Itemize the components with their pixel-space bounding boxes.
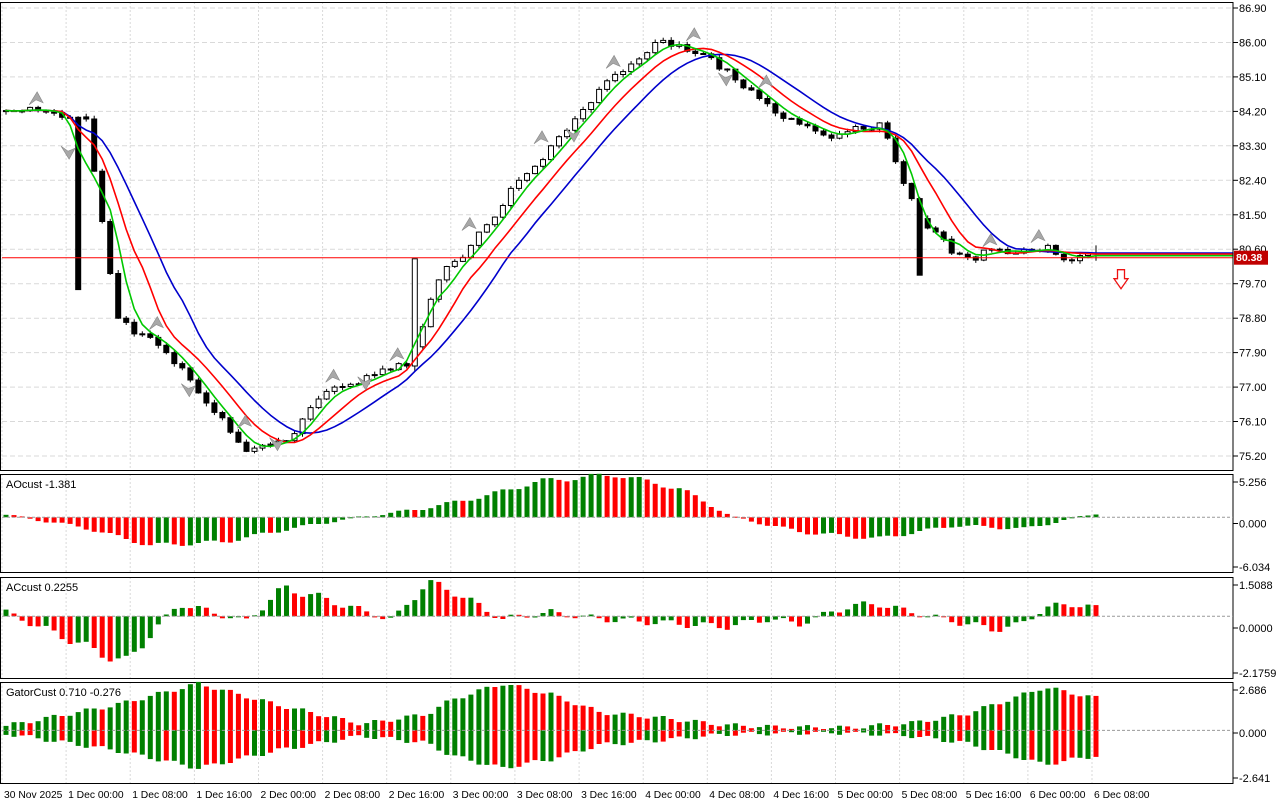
svg-text:1 Dec 00:00: 1 Dec 00:00 — [68, 790, 124, 800]
svg-text:77.90: 77.90 — [1239, 348, 1267, 360]
svg-text:81.50: 81.50 — [1239, 210, 1267, 222]
svg-text:75.20: 75.20 — [1239, 451, 1267, 463]
svg-text:1 Dec 08:00: 1 Dec 08:00 — [132, 790, 188, 800]
svg-text:-2.1759: -2.1759 — [1239, 668, 1276, 680]
svg-text:GatorCust 0.710 -0.276: GatorCust 0.710 -0.276 — [6, 687, 121, 699]
svg-text:4 Dec 00:00: 4 Dec 00:00 — [645, 790, 701, 800]
svg-text:84.20: 84.20 — [1239, 106, 1267, 118]
svg-text:2 Dec 16:00: 2 Dec 16:00 — [389, 790, 445, 800]
svg-text:30 Nov 2025: 30 Nov 2025 — [4, 790, 63, 800]
svg-text:0.000: 0.000 — [1239, 519, 1267, 531]
svg-text:3 Dec 08:00: 3 Dec 08:00 — [517, 790, 573, 800]
svg-text:2 Dec 00:00: 2 Dec 00:00 — [261, 790, 317, 800]
svg-text:-6.034: -6.034 — [1239, 562, 1270, 574]
svg-text:6 Dec 00:00: 6 Dec 00:00 — [1030, 790, 1086, 800]
svg-text:76.10: 76.10 — [1239, 417, 1267, 429]
svg-text:3 Dec 00:00: 3 Dec 00:00 — [453, 790, 509, 800]
svg-text:83.30: 83.30 — [1239, 141, 1267, 153]
svg-text:77.00: 77.00 — [1239, 382, 1267, 394]
svg-text:-2.641: -2.641 — [1239, 773, 1270, 785]
svg-text:78.80: 78.80 — [1239, 313, 1267, 325]
svg-text:86.90: 86.90 — [1239, 3, 1267, 15]
svg-text:86.00: 86.00 — [1239, 38, 1267, 50]
svg-text:AOcust -1.381: AOcust -1.381 — [6, 479, 76, 491]
svg-text:2.686: 2.686 — [1239, 685, 1267, 697]
svg-text:80.38: 80.38 — [1236, 252, 1262, 264]
svg-text:5 Dec 16:00: 5 Dec 16:00 — [966, 790, 1022, 800]
svg-text:5 Dec 08:00: 5 Dec 08:00 — [902, 790, 958, 800]
svg-text:3 Dec 16:00: 3 Dec 16:00 — [581, 790, 637, 800]
svg-text:1 Dec 16:00: 1 Dec 16:00 — [196, 790, 252, 800]
svg-text:6 Dec 08:00: 6 Dec 08:00 — [1094, 790, 1150, 800]
svg-text:2 Dec 08:00: 2 Dec 08:00 — [325, 790, 381, 800]
svg-text:4 Dec 08:00: 4 Dec 08:00 — [709, 790, 765, 800]
svg-text:82.40: 82.40 — [1239, 175, 1267, 187]
svg-text:0.000: 0.000 — [1239, 728, 1267, 740]
svg-text:5 Dec 00:00: 5 Dec 00:00 — [838, 790, 894, 800]
svg-text:4 Dec 16:00: 4 Dec 16:00 — [773, 790, 829, 800]
svg-text:ACcust 0.2255: ACcust 0.2255 — [6, 582, 78, 594]
svg-text:1.5088: 1.5088 — [1239, 580, 1273, 592]
svg-text:79.70: 79.70 — [1239, 279, 1267, 291]
svg-text:0.0000: 0.0000 — [1239, 623, 1273, 635]
svg-text:5.256: 5.256 — [1239, 477, 1267, 489]
svg-text:85.10: 85.10 — [1239, 72, 1267, 84]
